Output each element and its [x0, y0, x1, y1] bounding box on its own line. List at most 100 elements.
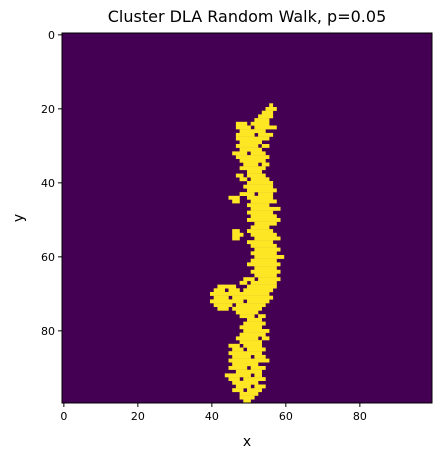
cluster-cell — [247, 229, 274, 233]
y-tick-label: 0 — [48, 29, 55, 42]
cluster-cell — [247, 299, 270, 304]
cluster-cell — [243, 184, 274, 189]
cluster-cell — [228, 377, 240, 381]
cluster-cell — [210, 299, 244, 304]
x-tick-label: 80 — [353, 410, 367, 423]
cluster-cell — [250, 258, 277, 263]
cluster-cell — [258, 114, 274, 119]
cluster-cell — [254, 266, 277, 270]
cluster-cell — [228, 358, 270, 363]
cluster-cell — [213, 295, 229, 300]
cluster-cell — [232, 151, 248, 156]
cluster-cell — [232, 347, 244, 352]
x-tick-label: 0 — [60, 410, 67, 423]
y-axis-ticks: 0 20 40 60 80 — [41, 29, 62, 338]
cluster-cell — [254, 354, 266, 359]
cluster-cell — [247, 181, 274, 185]
cluster-cell — [243, 288, 274, 293]
cluster-cell — [243, 343, 262, 348]
cluster-cell — [243, 377, 266, 381]
cluster-cell — [228, 351, 262, 356]
chart-title: Cluster DLA Random Walk, p=0.05 — [108, 7, 387, 26]
cluster-cell — [254, 236, 281, 241]
cluster-cell — [247, 169, 262, 174]
cluster-cell — [210, 292, 270, 296]
cluster-cell — [239, 280, 248, 285]
cluster-cell — [254, 255, 285, 259]
cluster-cell — [247, 210, 274, 215]
cluster-cell — [247, 218, 281, 222]
cluster-cell — [247, 388, 262, 393]
cluster-cell — [254, 118, 270, 122]
cluster-cell — [235, 125, 251, 130]
cluster-cell — [250, 225, 270, 230]
y-tick-label: 20 — [41, 103, 55, 116]
cluster-cell — [235, 369, 262, 374]
cluster-cell — [232, 199, 240, 204]
cluster-cell — [232, 236, 240, 241]
cluster-cell — [232, 362, 259, 367]
cluster-cell — [217, 306, 229, 311]
cluster-cell — [269, 103, 274, 108]
cluster-cell — [224, 373, 251, 378]
x-axis-ticks: 0 20 40 60 80 — [60, 403, 367, 423]
cluster-cell — [228, 195, 240, 200]
cluster-cell — [250, 214, 277, 219]
cluster-cell — [250, 199, 277, 204]
plot-area — [61, 32, 433, 404]
cluster-cell — [243, 321, 266, 326]
y-tick-label: 40 — [41, 177, 55, 190]
cluster-cell — [250, 151, 266, 156]
cluster-cell — [235, 155, 270, 159]
cluster-cell — [261, 336, 270, 341]
cluster-cell — [232, 229, 240, 233]
x-tick-label: 20 — [131, 410, 145, 423]
cluster-cell — [247, 317, 262, 322]
cluster-cell — [250, 206, 281, 211]
cluster-cell — [235, 121, 248, 126]
cluster-cell — [232, 380, 259, 385]
cluster-cell — [254, 373, 262, 378]
cluster-cell — [250, 269, 281, 274]
cluster-cell — [261, 162, 270, 167]
cluster-cells — [210, 103, 285, 404]
x-tick-label: 60 — [279, 410, 293, 423]
cluster-cell — [247, 347, 266, 352]
y-tick-label: 80 — [41, 325, 55, 338]
cluster-cell — [250, 243, 277, 248]
cluster-cell — [250, 177, 270, 182]
cluster-cell — [239, 314, 255, 319]
cluster-cell — [235, 173, 244, 178]
cluster-cell — [243, 329, 270, 333]
cluster-cell — [243, 162, 259, 167]
cluster-cell — [235, 384, 251, 389]
cluster-cell — [254, 273, 277, 278]
cluster-cell — [239, 395, 255, 400]
cluster-cell — [232, 354, 251, 359]
cluster-cell — [254, 125, 277, 130]
cluster-cell — [239, 325, 262, 330]
cluster-cell — [258, 314, 266, 319]
cluster-cell — [217, 284, 237, 289]
cluster-cell — [239, 147, 262, 152]
cluster-cell — [247, 188, 277, 193]
cluster-cell — [235, 144, 259, 148]
cluster-cell — [239, 177, 248, 182]
cluster-cell — [243, 277, 255, 282]
cluster-cell — [239, 332, 266, 337]
cluster-cell — [232, 232, 244, 237]
cluster-cell — [250, 251, 277, 256]
cluster-cell — [213, 288, 225, 293]
cluster-cell — [258, 277, 281, 282]
cluster-cell — [232, 306, 262, 311]
y-axis-label: y — [11, 214, 27, 222]
cluster-cell — [261, 110, 274, 115]
cluster-cell — [228, 343, 240, 348]
cluster-cell — [228, 288, 240, 293]
cluster-cell — [235, 132, 255, 137]
cluster-cell — [239, 192, 255, 196]
cluster-cell — [247, 195, 274, 200]
cluster-cell — [247, 240, 274, 245]
cluster-cell — [239, 391, 259, 396]
